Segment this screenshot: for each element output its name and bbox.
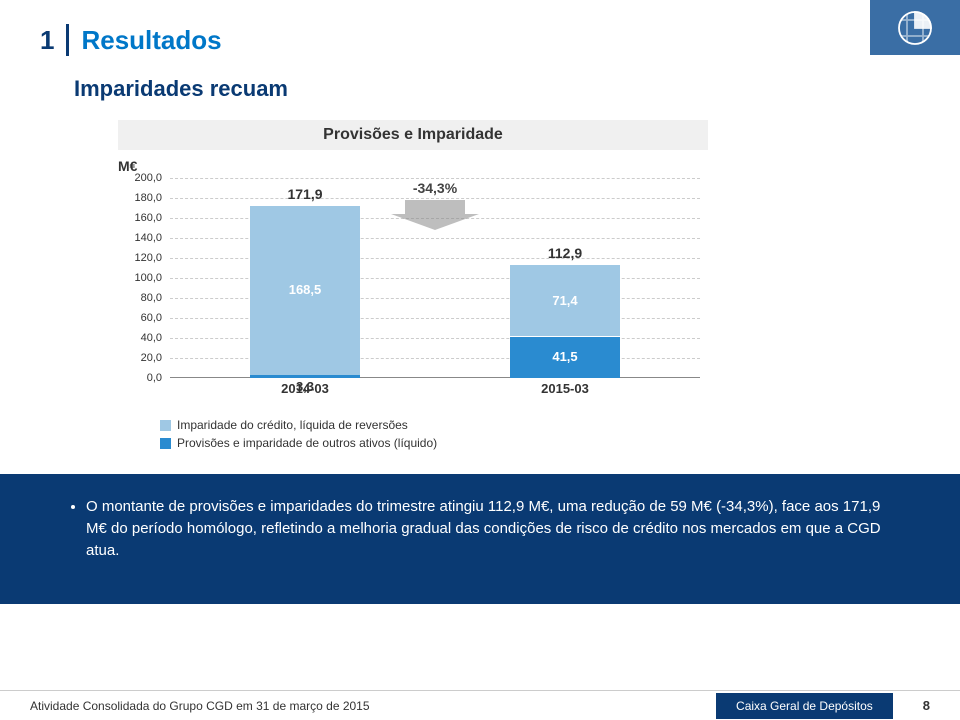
y-tick: 120,0 — [118, 252, 162, 264]
section-header: 1 Resultados — [40, 24, 222, 56]
footer-page-number: 8 — [923, 698, 930, 713]
footer-brand: Caixa Geral de Depósitos — [716, 693, 893, 719]
footer: Atividade Consolidada do Grupo CGD em 31… — [0, 690, 960, 720]
subheading: Imparidades recuam — [74, 76, 288, 102]
legend-label: Provisões e imparidade de outros ativos … — [177, 436, 437, 450]
bar-value-label: 41,5 — [510, 349, 620, 364]
legend-item: Provisões e imparidade de outros ativos … — [160, 436, 680, 450]
y-tick: 20,0 — [118, 352, 162, 364]
slide: 1 Resultados Imparidades recuam Provisõe… — [0, 0, 960, 720]
y-tick: 40,0 — [118, 332, 162, 344]
delta-text: -34,3% — [375, 180, 495, 196]
y-tick: 100,0 — [118, 272, 162, 284]
section-separator — [66, 24, 69, 56]
bar-total-label: 112,9 — [510, 245, 620, 261]
section-title: Resultados — [81, 25, 221, 56]
chart-legend: Imparidade do crédito, líquida de revers… — [160, 418, 680, 454]
legend-item: Imparidade do crédito, líquida de revers… — [160, 418, 680, 432]
bar-chart: 0,0 20,0 40,0 60,0 80,0 100,0 120,0 140,0 160,0 1… — [118, 178, 708, 418]
y-axis-labels: 0,020,040,060,080,0100,0120,0140,0160,01… — [118, 178, 166, 378]
plot-area: 3,3168,5171,92014-0341,571,4112,92015-03… — [170, 178, 700, 378]
delta-indicator: -34,3% — [375, 180, 495, 235]
bullet-text: O montante de provisões e imparidades do… — [86, 496, 890, 561]
legend-swatch — [160, 438, 171, 449]
y-tick: 200,0 — [118, 172, 162, 184]
bar-total-label: 171,9 — [250, 186, 360, 202]
bar-segment — [250, 375, 360, 378]
category-label: 2015-03 — [510, 381, 620, 396]
bar-value-label: 71,4 — [510, 293, 620, 308]
footer-left-text: Atividade Consolidada do Grupo CGD em 31… — [30, 699, 370, 713]
y-tick: 60,0 — [118, 312, 162, 324]
gridline — [170, 178, 700, 179]
legend-swatch — [160, 420, 171, 431]
y-tick: 160,0 — [118, 212, 162, 224]
y-tick: 180,0 — [118, 192, 162, 204]
highlight-band: O montante de provisões e imparidades do… — [0, 474, 960, 604]
category-label: 2014-03 — [250, 381, 360, 396]
bar-value-label: 168,5 — [250, 282, 360, 297]
legend-label: Imparidade do crédito, líquida de revers… — [177, 418, 408, 432]
y-tick: 140,0 — [118, 232, 162, 244]
y-tick: 0,0 — [118, 372, 162, 384]
y-tick: 80,0 — [118, 292, 162, 304]
brand-logo — [870, 0, 960, 55]
section-number: 1 — [40, 25, 54, 56]
chart-title: Provisões e Imparidade — [118, 120, 708, 150]
down-arrow-icon — [375, 196, 495, 230]
